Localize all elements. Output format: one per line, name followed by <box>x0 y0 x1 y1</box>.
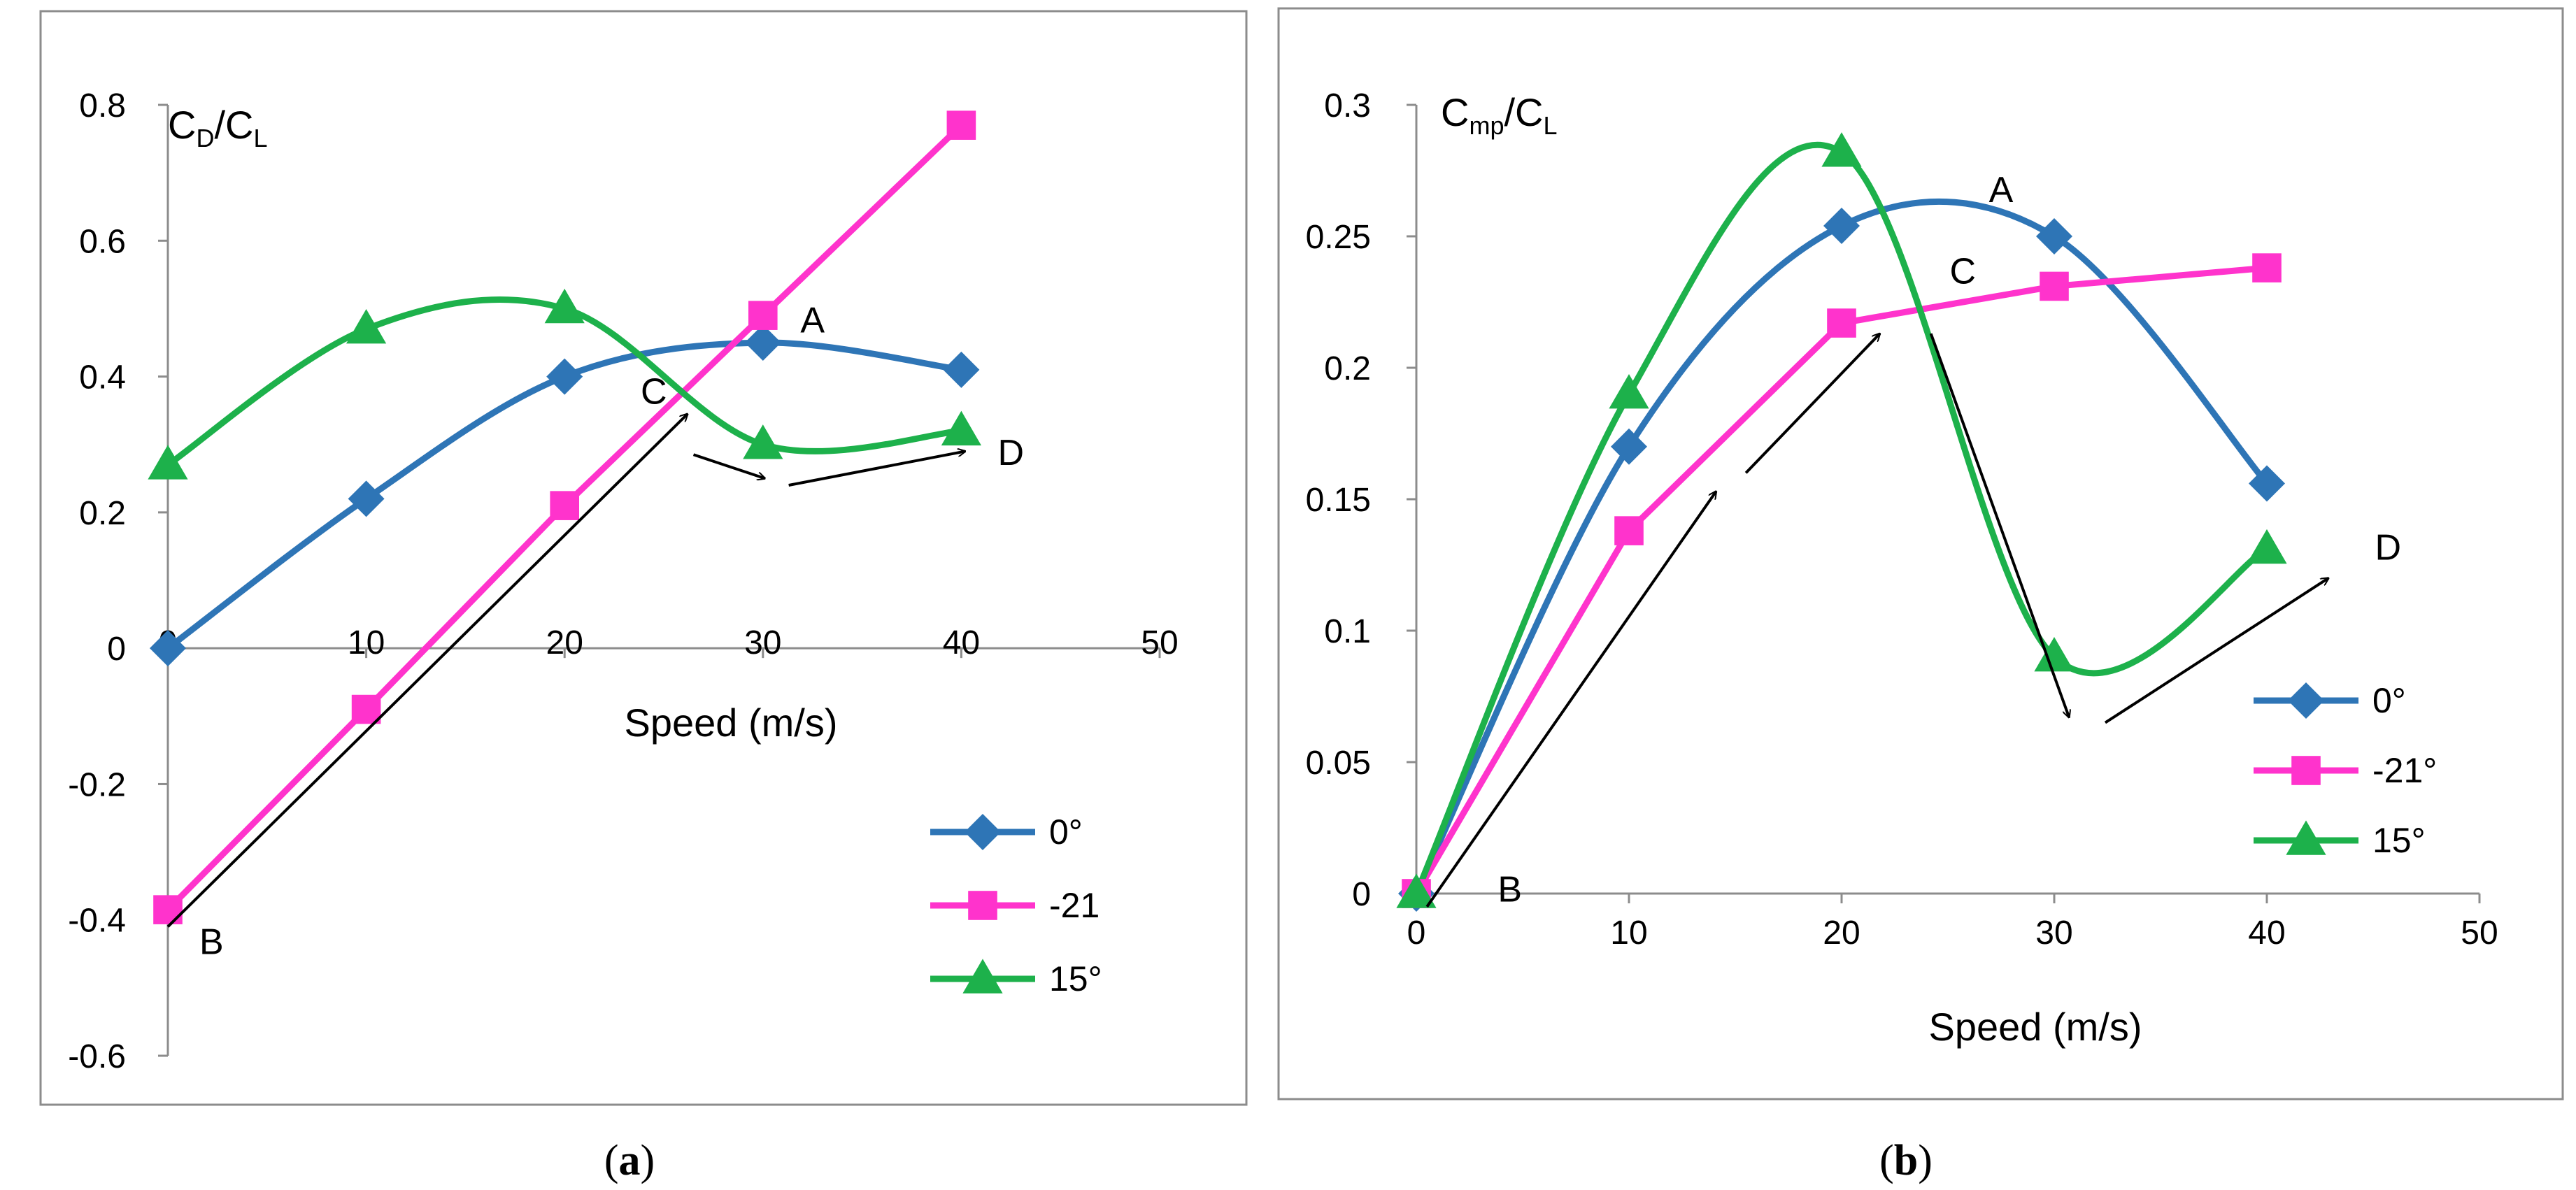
data-point-series-3 <box>544 288 585 324</box>
annotation-d: D <box>998 433 1025 473</box>
y-tick-label: 0.2 <box>1324 350 1371 387</box>
x-tick-label: 10 <box>348 624 385 661</box>
x-tick-label: 40 <box>2248 915 2285 952</box>
data-point-series-2 <box>1827 308 1856 338</box>
annotation-arrow <box>2104 578 2328 724</box>
data-point-series-1 <box>2036 218 2072 255</box>
annotation-arrow <box>1425 492 1716 908</box>
annotation-a: A <box>800 300 825 340</box>
data-point-series-1 <box>1611 428 1647 465</box>
data-point-series-1 <box>546 358 583 395</box>
x-tick-label: 20 <box>1823 915 1860 952</box>
legend-label: 15° <box>1049 959 1102 998</box>
y-axis-title: Cmp/CL <box>1441 90 1558 140</box>
y-tick-label: 0.3 <box>1324 87 1371 124</box>
data-point-series-3 <box>1609 374 1649 409</box>
annotation-arrow <box>692 453 765 478</box>
x-tick-label: 20 <box>546 624 583 661</box>
series-line-1 <box>1413 198 2270 897</box>
x-axis-title: Speed (m/s) <box>625 701 838 745</box>
data-point-series-1 <box>2249 465 2285 502</box>
legend-marker <box>2286 820 2326 855</box>
legend-label: 0° <box>2372 681 2406 720</box>
data-point-series-3 <box>941 410 981 446</box>
data-point-series-1 <box>150 630 186 667</box>
y-tick-label: -0.6 <box>68 1038 126 1075</box>
data-point-series-2 <box>748 301 778 330</box>
x-tick-label: 30 <box>2035 915 2072 952</box>
legend-label: 15° <box>2372 821 2426 860</box>
y-tick-label: 0.6 <box>79 223 126 260</box>
y-tick-label: 0.4 <box>79 359 126 396</box>
x-tick-label: 50 <box>1141 624 1178 661</box>
y-tick-label: 0.1 <box>1324 613 1371 650</box>
y-tick-label: 0 <box>107 631 126 668</box>
y-tick-label: 0.15 <box>1306 482 1371 519</box>
x-tick-label: 40 <box>943 624 980 661</box>
data-point-series-1 <box>1823 207 1860 244</box>
annotation-arrow <box>1929 333 2070 717</box>
panel-a-frame <box>39 10 1248 1106</box>
annotation-arrow <box>1744 334 1880 474</box>
legend-label: 0° <box>1049 812 1083 852</box>
data-point-series-2 <box>153 895 183 924</box>
chart-panel-b: 0 0.05 0.1 0.15 0.2 0.25 0.3 0 10 20 30 40 50 Speed (… <box>1306 87 2498 1049</box>
y-tick-label: -0.4 <box>68 903 126 940</box>
data-point-series-3 <box>1821 132 1862 167</box>
data-point-series-2 <box>2252 253 2282 282</box>
caption-b: (b) <box>1879 1137 1933 1184</box>
legend-label: -21 <box>1049 886 1100 925</box>
annotation-b: B <box>199 922 224 962</box>
x-tick-label: 10 <box>1610 915 1647 952</box>
y-tick-label: 0.25 <box>1306 219 1371 256</box>
annotation-c: C <box>1949 252 1976 292</box>
data-point-series-3 <box>1396 873 1437 908</box>
panel-b-frame <box>1277 7 2564 1101</box>
annotation-arrow <box>788 451 965 487</box>
annotation-c: C <box>641 371 667 412</box>
data-point-series-3 <box>2034 637 2075 672</box>
legend-label: -21° <box>2372 751 2437 790</box>
legend-marker <box>965 814 1001 850</box>
data-point-series-3 <box>148 445 188 480</box>
x-tick-label: 0 <box>1407 915 1426 952</box>
y-tick-label: 0.2 <box>79 495 126 532</box>
annotation-arrow <box>166 414 688 928</box>
data-point-series-1 <box>348 480 385 517</box>
data-point-series-1 <box>744 324 781 361</box>
y-tick-label: 0.05 <box>1306 745 1371 782</box>
chart-panel-a: -0.6-0.4-0.200.20.40.60.801020304050Spee… <box>68 87 1178 1075</box>
legend-marker <box>962 959 1003 994</box>
caption-a: (a) <box>604 1137 655 1184</box>
legend-marker <box>2288 682 2324 719</box>
y-axis-title: CD/CL <box>168 103 267 152</box>
x-tick-label: 50 <box>2461 915 2498 952</box>
y-tick-label: 0 <box>1352 876 1371 913</box>
data-point-series-2 <box>2040 271 2069 301</box>
data-point-series-3 <box>743 424 783 459</box>
data-point-series-2 <box>351 694 381 724</box>
data-point-series-1 <box>943 351 980 388</box>
y-tick-label: -0.2 <box>68 766 126 803</box>
legend-marker <box>968 891 997 920</box>
legend-marker <box>2291 756 2321 785</box>
x-tick-label: 30 <box>744 624 781 661</box>
data-point-series-2 <box>946 110 976 140</box>
annotation-a: A <box>1989 170 2014 210</box>
data-point-series-3 <box>2247 529 2287 564</box>
y-tick-label: 0.8 <box>79 87 126 124</box>
annotation-d: D <box>2375 527 2401 568</box>
data-point-series-2 <box>1614 516 1644 545</box>
data-point-series-2 <box>550 491 579 520</box>
data-point-series-3 <box>346 308 387 344</box>
annotation-b: B <box>1497 869 1522 910</box>
x-axis-title: Speed (m/s) <box>1929 1005 2142 1049</box>
